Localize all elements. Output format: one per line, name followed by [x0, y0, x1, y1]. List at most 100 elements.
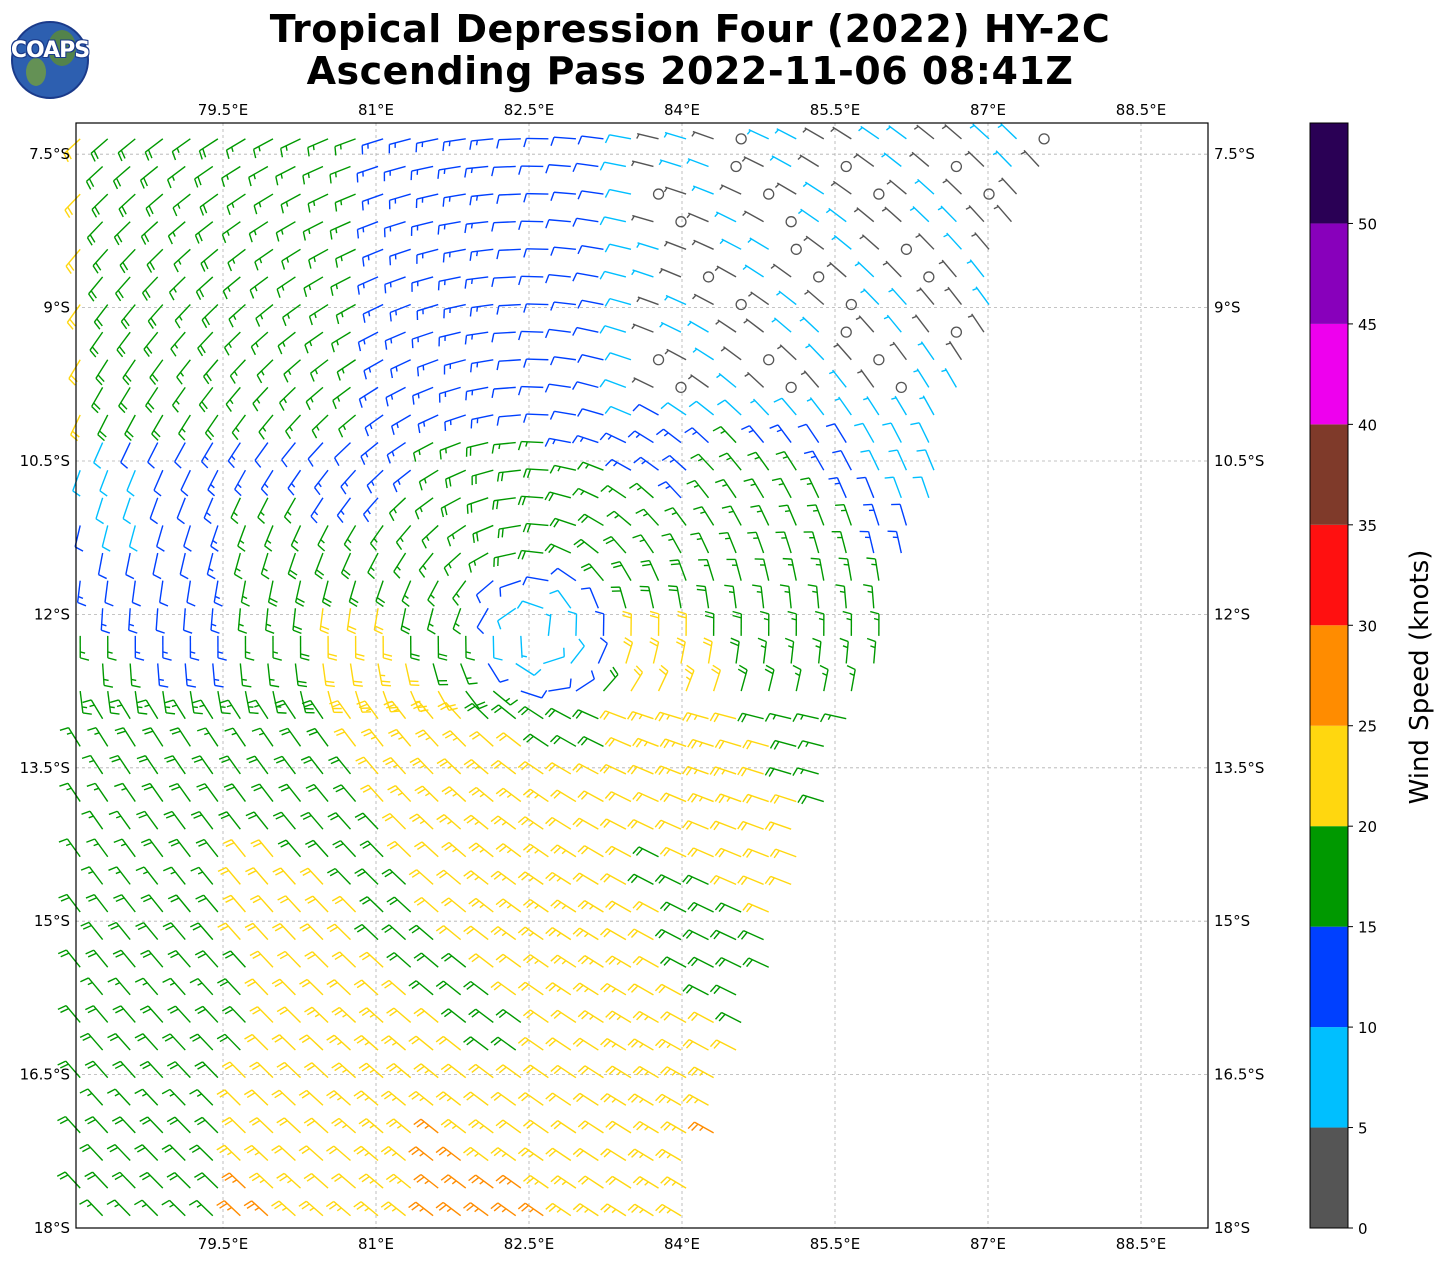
wind-barb	[276, 1117, 301, 1134]
wind-barb	[189, 922, 214, 941]
wind-barb	[298, 1089, 324, 1106]
wind-barb	[326, 923, 351, 941]
wind-barb	[721, 505, 742, 526]
wind-barb	[166, 165, 186, 189]
wind-barb	[58, 838, 81, 858]
wind-barb	[913, 368, 930, 388]
wind-barb	[441, 786, 467, 803]
wind-barb	[663, 240, 687, 250]
wind-barb	[627, 928, 654, 941]
wind-barb	[237, 525, 247, 552]
wind-barb	[231, 414, 247, 441]
wind-barb	[846, 664, 856, 692]
wind-barb	[491, 220, 516, 232]
wind-barb	[438, 386, 461, 403]
wind-barb	[381, 924, 407, 941]
wind-barb	[333, 728, 357, 747]
wind-barb	[409, 813, 434, 830]
wind-barb	[965, 205, 985, 223]
wind-barb	[221, 1116, 246, 1134]
wind-barb	[443, 359, 466, 375]
wind-barb	[577, 190, 604, 200]
wind-barb	[787, 610, 798, 636]
wind-barb	[516, 600, 544, 609]
wind-barb	[493, 552, 516, 567]
wind-barb	[463, 814, 489, 830]
wind-barb	[604, 243, 632, 253]
wind-barb	[356, 700, 379, 720]
wind-barb	[162, 922, 186, 941]
wind-barb	[139, 1116, 164, 1134]
wind-barb	[470, 414, 494, 429]
wind-barb	[545, 816, 572, 830]
wind-barb	[605, 900, 632, 913]
wind-barb	[173, 248, 191, 273]
colorbar-tick-label: 10	[1358, 1019, 1377, 1037]
wind-barb	[916, 287, 935, 305]
wind-barb	[468, 552, 489, 573]
wind-barb	[520, 635, 527, 658]
wind-barb	[719, 238, 742, 250]
wind-barb	[194, 1172, 219, 1189]
wind-barb	[604, 297, 632, 307]
wind-barb	[597, 637, 608, 664]
wind-barb	[517, 440, 544, 451]
wind-barb	[79, 635, 90, 661]
wind-barb	[747, 531, 765, 554]
wind-barb	[196, 727, 219, 747]
wind-barb	[492, 635, 503, 661]
wind-barb	[210, 525, 219, 552]
wind-barb	[803, 450, 825, 471]
wind-barb	[490, 1091, 517, 1106]
wind-barb	[58, 893, 81, 913]
wind-barb	[373, 608, 384, 635]
wind-barb	[303, 1062, 329, 1079]
wind-barb	[164, 755, 186, 775]
wind-barb	[602, 535, 627, 554]
wind-barb	[687, 320, 709, 333]
wind-barb	[627, 1093, 654, 1106]
wind-barb	[412, 386, 434, 405]
wind-barb	[313, 469, 329, 496]
wind-barb	[654, 711, 682, 722]
wind-barb	[881, 152, 902, 168]
wind-barb	[440, 952, 467, 968]
wind-barb	[742, 957, 769, 968]
wind-barb	[692, 293, 714, 306]
wind-barb	[114, 727, 136, 747]
wind-barb	[572, 872, 599, 885]
wind-barb	[572, 1092, 599, 1106]
wind-barb	[909, 151, 930, 168]
wind-barb	[249, 894, 274, 913]
wind-barb	[523, 358, 549, 368]
lat-tick-label-left: 15°S	[34, 912, 70, 930]
wind-barb	[577, 790, 604, 803]
wind-barb	[914, 178, 935, 195]
wind-barb	[633, 456, 659, 471]
wind-barb	[777, 344, 797, 361]
wind-barb	[118, 193, 136, 218]
wind-barb	[853, 207, 875, 223]
wind-barb	[714, 902, 742, 913]
wind-barb	[764, 664, 775, 692]
wind-barb	[838, 557, 853, 581]
colorbar-tick-label: 50	[1358, 215, 1377, 233]
wind-barb	[577, 845, 604, 858]
wind-barb	[158, 580, 169, 607]
wind-barb	[882, 260, 902, 278]
wind-barb	[287, 552, 298, 580]
wind-barb	[95, 497, 104, 525]
wind-barb	[714, 847, 742, 858]
wind-barb	[245, 811, 269, 830]
wind-barb	[385, 386, 406, 407]
wind-barb	[113, 838, 136, 858]
wind-barb	[770, 263, 792, 278]
wind-barb	[272, 811, 296, 830]
calm-wind-marker	[675, 381, 687, 394]
wind-barb	[495, 732, 522, 747]
wind-barb	[971, 232, 990, 250]
wind-barb	[246, 755, 269, 775]
wind-barb	[833, 342, 852, 361]
wind-barb	[714, 211, 737, 223]
wind-barb	[182, 608, 193, 634]
